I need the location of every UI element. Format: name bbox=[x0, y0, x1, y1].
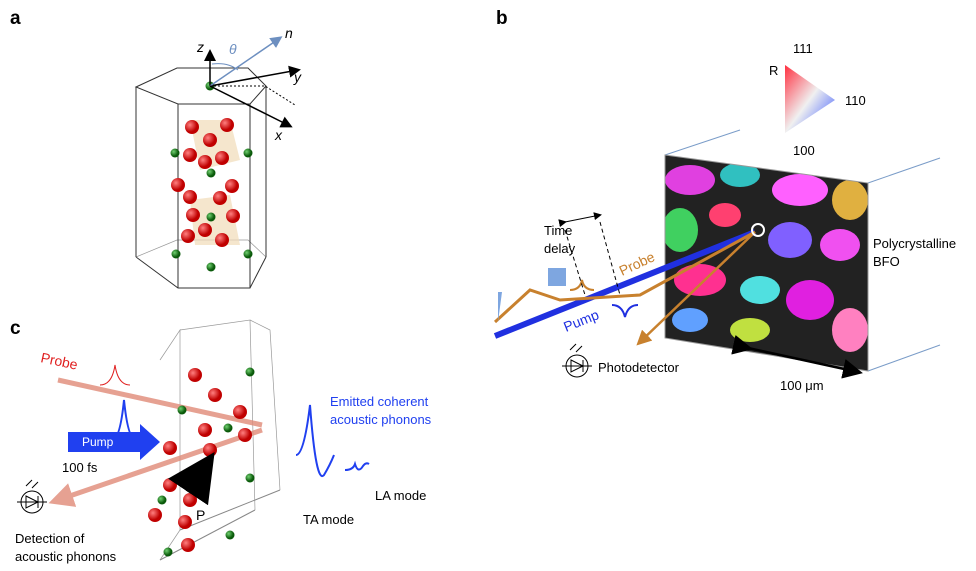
annotation: Detection of bbox=[15, 531, 85, 546]
beam-label: Pump bbox=[561, 306, 601, 335]
sample-image bbox=[665, 155, 868, 371]
annotation: Time bbox=[544, 223, 572, 238]
atoms bbox=[170, 81, 253, 272]
panel-b: b 111 R 110 100 Time delay Probe Pump Po… bbox=[493, 8, 956, 393]
legend-label: 111 bbox=[793, 41, 813, 56]
annotation: Photodetector bbox=[598, 360, 680, 375]
legend-label: 110 bbox=[845, 93, 866, 108]
legend-label: 100 bbox=[793, 143, 815, 158]
axis-label: y bbox=[293, 69, 302, 85]
panel-label: a bbox=[10, 8, 21, 29]
annotation: acoustic phonons bbox=[15, 549, 117, 564]
legend-label: R bbox=[769, 63, 778, 78]
scale-label: 100 μm bbox=[780, 378, 824, 393]
panel-c: c Probe Pump 100 fs P Emitted coherent a… bbox=[10, 318, 432, 564]
annotation: 100 fs bbox=[62, 460, 98, 475]
axis-label: θ bbox=[229, 41, 237, 57]
beam-label: Pump bbox=[82, 435, 114, 449]
annotation: P bbox=[196, 507, 205, 523]
annotation: TA mode bbox=[303, 512, 354, 527]
annotation: delay bbox=[544, 241, 576, 256]
annotation: BFO bbox=[873, 254, 900, 269]
beam-label: Probe bbox=[39, 349, 79, 372]
axis-label: n bbox=[285, 25, 293, 41]
annotation: acoustic phonons bbox=[330, 412, 432, 427]
panel-a: a z θ n y x bbox=[10, 8, 302, 289]
annotation: LA mode bbox=[375, 488, 426, 503]
axis-label: x bbox=[274, 127, 283, 143]
axis-label: z bbox=[196, 39, 204, 55]
atoms bbox=[148, 367, 255, 557]
panel-label: b bbox=[496, 8, 508, 29]
annotation: Emitted coherent bbox=[330, 394, 429, 409]
panel-label: c bbox=[10, 318, 21, 339]
annotation: Polycrystalline bbox=[873, 236, 956, 251]
